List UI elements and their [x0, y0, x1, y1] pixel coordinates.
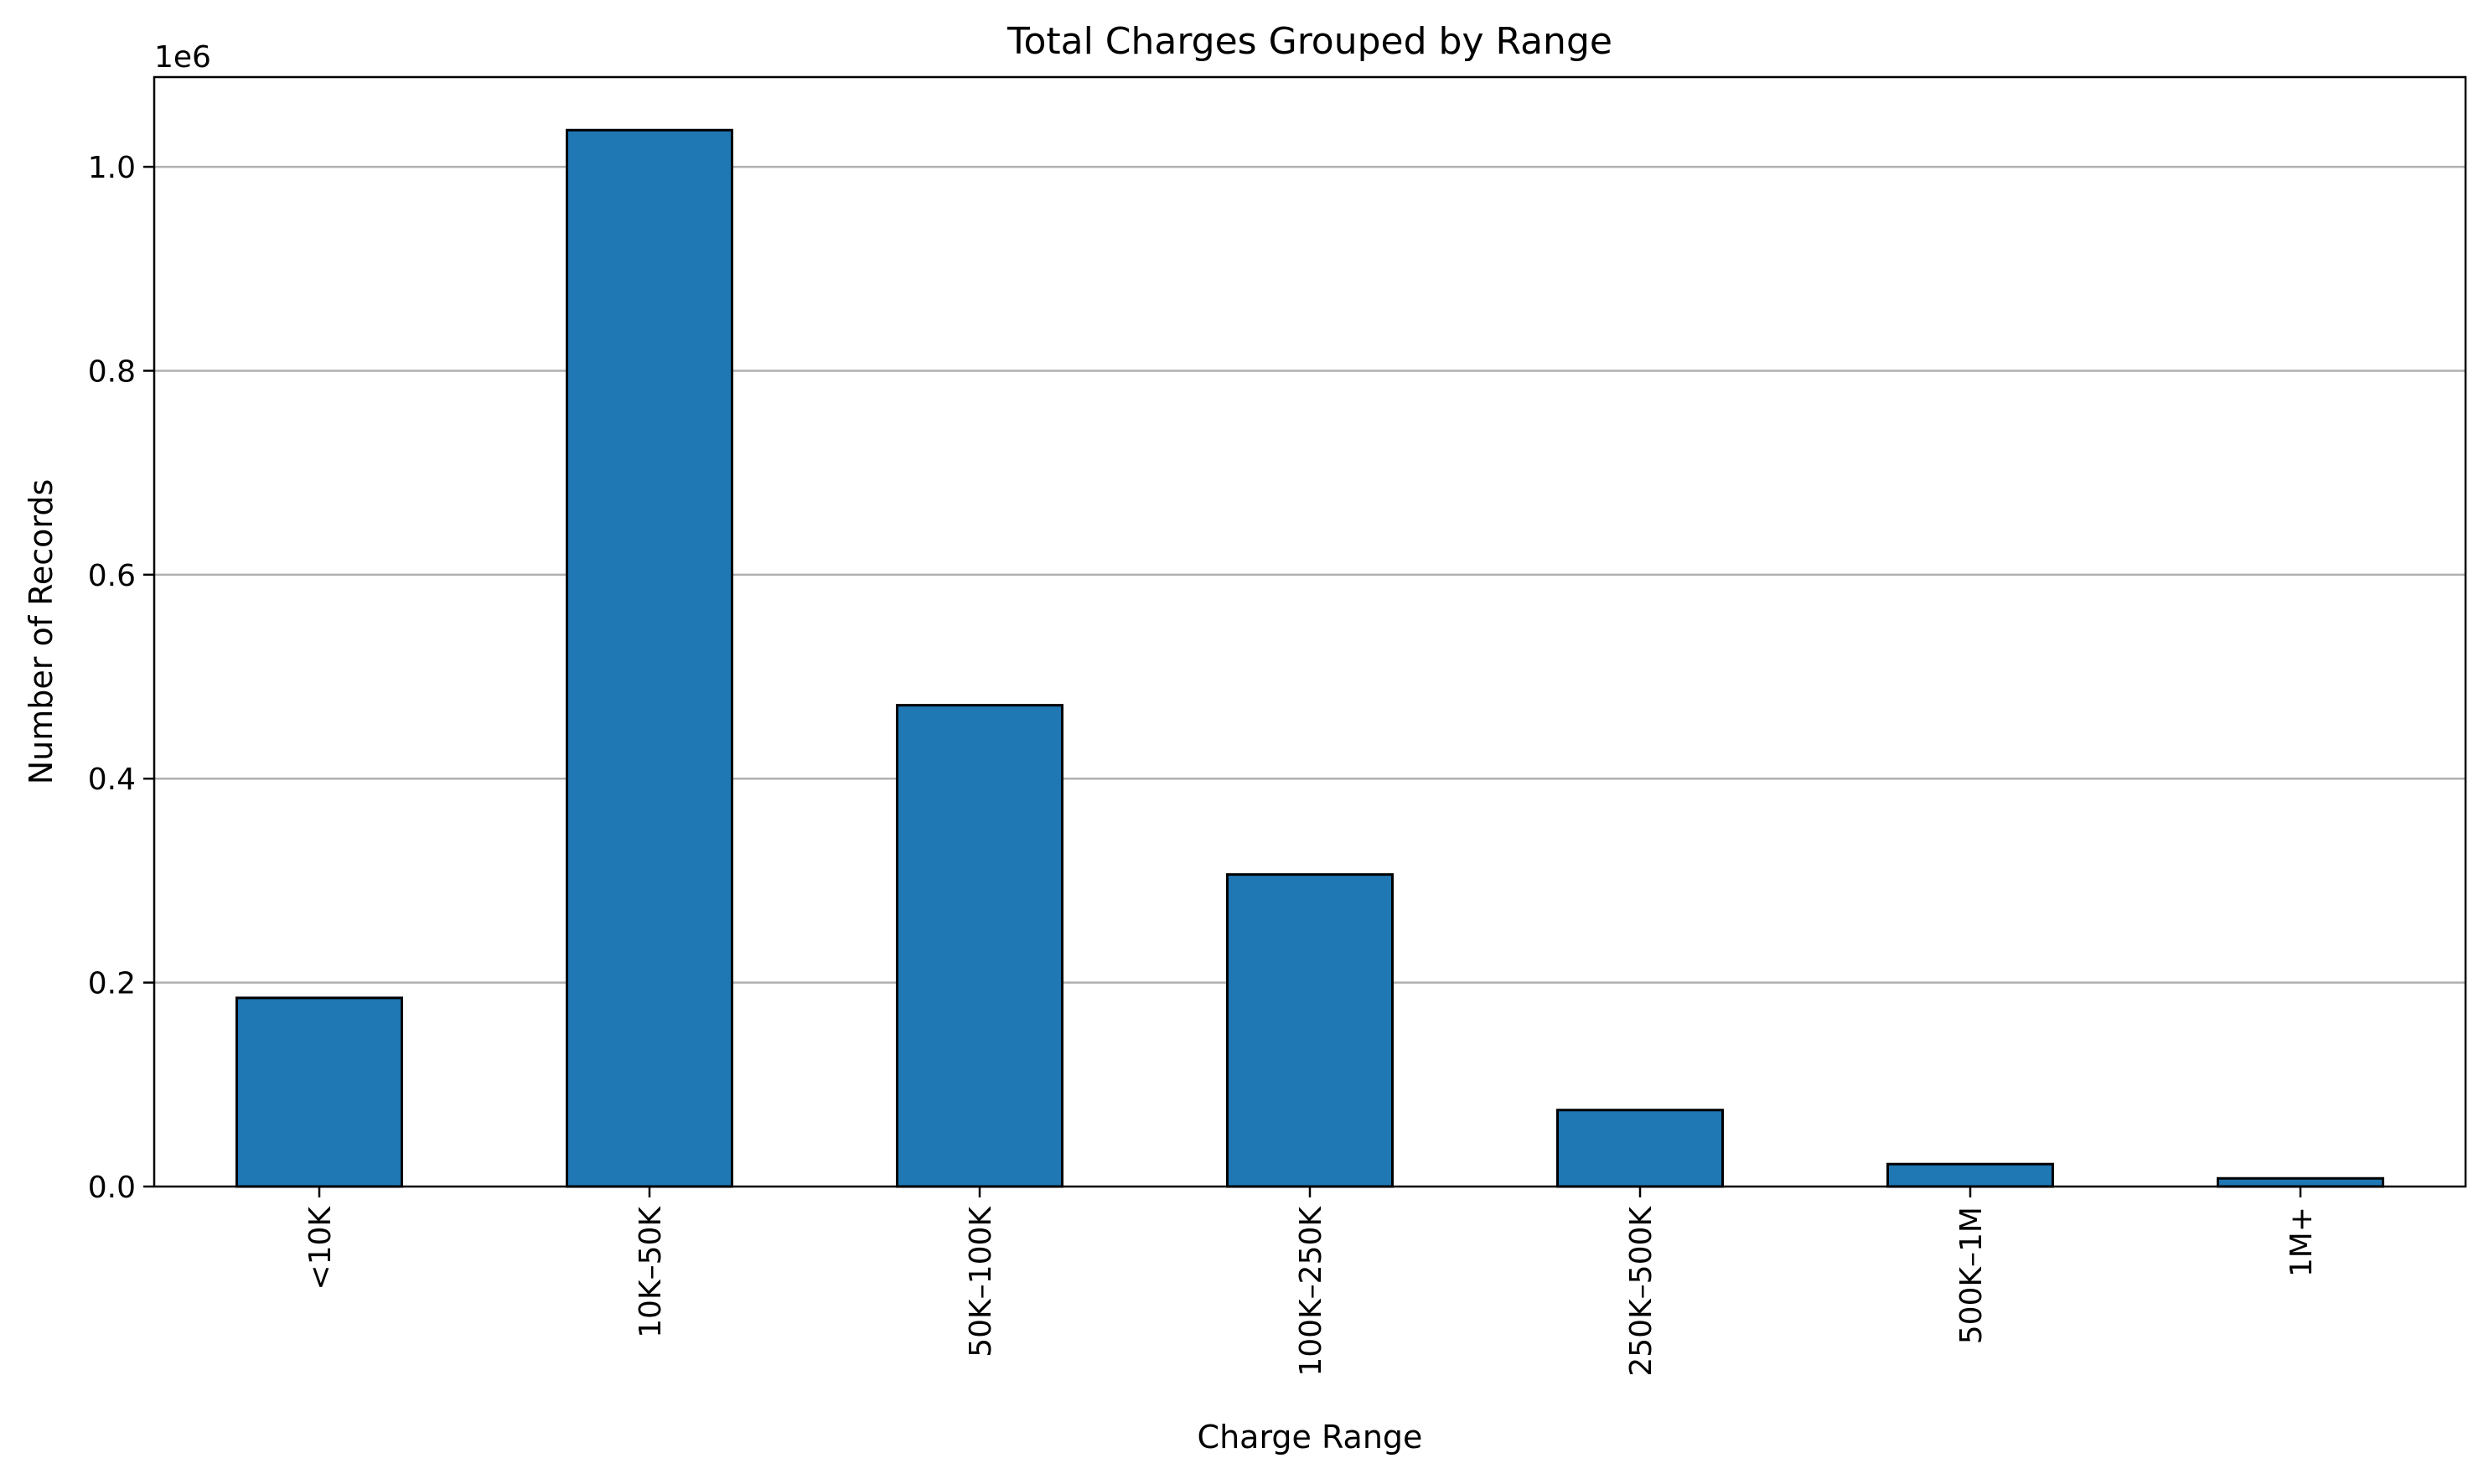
bar: [566, 128, 733, 1188]
y-tick-label: 0.8: [88, 354, 136, 389]
x-tick-label: 50K–100K: [964, 1206, 998, 1357]
x-tick-label: 250K–500K: [1624, 1206, 1658, 1377]
x-axis-label: Charge Range: [1198, 1419, 1423, 1456]
x-tick-label: 1M+: [2285, 1207, 2319, 1277]
y-tick-label: 0.2: [88, 967, 136, 1001]
y-axis-label: Number of Records: [23, 479, 60, 785]
bar: [896, 704, 1063, 1188]
x-tick-label: <10K: [303, 1206, 338, 1290]
y-axis-offset-label: 1e6: [154, 40, 211, 75]
y-tick-label: 1.0: [88, 151, 136, 185]
y-axis-ticks: 0.0 0.2 0.4 0.6 0.8 1.0: [88, 151, 154, 1205]
x-tick-label: 100K–250K: [1294, 1206, 1328, 1377]
y-tick-label: 0.6: [88, 559, 136, 593]
bars: [235, 128, 2384, 1188]
bar: [1226, 873, 1394, 1188]
x-tick-label: 10K–50K: [634, 1206, 668, 1338]
bar: [235, 996, 403, 1188]
chart-title: Total Charges Grouped by Range: [1006, 20, 1612, 63]
x-axis-ticks: <10K 10K–50K 50K–100K 100K–250K 250K–500K 500…: [303, 1187, 2319, 1377]
grid-lines: [154, 165, 2466, 984]
y-tick-label: 0.4: [88, 763, 136, 797]
y-tick-label: 0.0: [88, 1171, 136, 1205]
bar: [2217, 1176, 2384, 1188]
bar: [1886, 1162, 2054, 1188]
x-tick-label: 500K–1M: [1954, 1207, 1989, 1344]
bar: [1556, 1109, 1724, 1188]
